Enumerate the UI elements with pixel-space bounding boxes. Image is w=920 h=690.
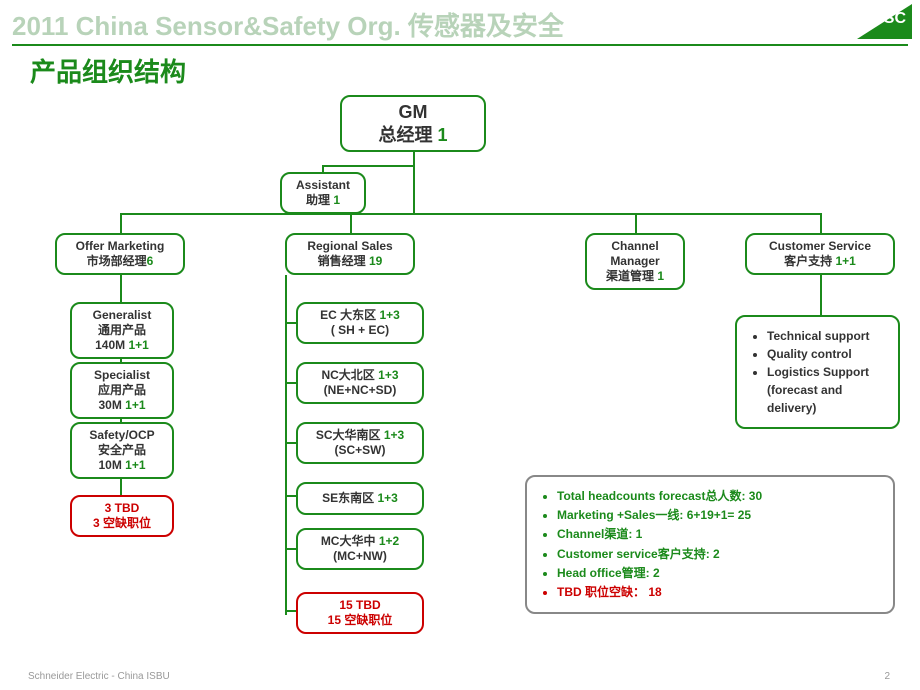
summary-box: Total headcounts forecast总人数: 30 Marketi… <box>525 475 895 614</box>
cs-l2: 客户支持 <box>784 254 832 268</box>
footer-text: Schneider Electric - China ISBU <box>28 671 170 682</box>
ec-cnt: 1+3 <box>380 308 400 322</box>
node-sc: SC大华南区 1+3 (SC+SW) <box>296 422 424 464</box>
cs-detail-box: Technical support Quality control Logist… <box>735 315 900 429</box>
gm-l2: 总经理 <box>378 125 432 145</box>
spec-l3: 30M <box>98 398 121 412</box>
safe-l2: 安全产品 <box>78 443 166 458</box>
ec-l1: EC 大东区 <box>320 308 376 322</box>
node-generalist: Generalist 通用产品 140M 1+1 <box>70 302 174 359</box>
asst-cnt: 1 <box>333 193 340 207</box>
spec-l2: 应用产品 <box>78 383 166 398</box>
om-l2: 市场部经理 <box>87 254 147 268</box>
node-customer-service: Customer Service 客户支持 1+1 <box>745 233 895 275</box>
sum-i5: Head office管理: 2 <box>557 564 879 583</box>
cm-l2: Manager <box>593 254 677 269</box>
node-ec: EC 大东区 1+3 ( SH + EC) <box>296 302 424 344</box>
node-nc: NC大北区 1+3 (NE+NC+SD) <box>296 362 424 404</box>
nc-cnt: 1+3 <box>378 368 398 382</box>
cs-item-2: Quality control <box>767 345 884 363</box>
mc-l2: (MC+NW) <box>304 549 416 564</box>
om-l1: Offer Marketing <box>63 239 177 254</box>
node-safety: Safety/OCP 安全产品 10M 1+1 <box>70 422 174 479</box>
sc-cnt: 1+3 <box>384 428 404 442</box>
omtbd-l2: 3 空缺职位 <box>78 516 166 531</box>
node-regional-sales: Regional Sales 销售经理 19 <box>285 233 415 275</box>
node-rs-tbd: 15 TBD 15 空缺职位 <box>296 592 424 634</box>
node-mc: MC大华中 1+2 (MC+NW) <box>296 528 424 570</box>
asst-l2: 助理 <box>306 193 330 207</box>
connector <box>820 213 822 233</box>
sum-i2: Marketing +Sales一线: 6+19+1= 25 <box>557 506 879 525</box>
cm-l1: Channel <box>593 239 677 254</box>
node-channel-mgr: Channel Manager 渠道管理 1 <box>585 233 685 290</box>
node-gm: GM 总经理 1 <box>340 95 486 152</box>
rs-cnt: 19 <box>369 254 382 268</box>
title-en: 2011 China Sensor&Safety Org. 传感器及安全 <box>12 11 564 41</box>
spec-l1: Specialist <box>78 368 166 383</box>
rs-l2: 销售经理 <box>318 254 366 268</box>
node-om-tbd: 3 TBD 3 空缺职位 <box>70 495 174 537</box>
gen-l3: 140M <box>95 338 125 352</box>
nc-l2: (NE+NC+SD) <box>304 383 416 398</box>
node-offer-marketing: Offer Marketing 市场部经理6 <box>55 233 185 275</box>
nc-l1: NC大北区 <box>321 368 374 382</box>
mc-l1: MC大华中 <box>321 534 376 548</box>
rstbd-l2: 15 空缺职位 <box>304 613 416 628</box>
rs-l1: Regional Sales <box>293 239 407 254</box>
safe-l1: Safety/OCP <box>78 428 166 443</box>
cm-l3: 渠道管理 <box>606 269 654 283</box>
cs-cnt: 1+1 <box>836 254 856 268</box>
header-rule <box>12 44 908 46</box>
cs-item-3: Logistics Support (forecast and delivery… <box>767 363 884 417</box>
connector <box>120 213 820 215</box>
cm-cnt: 1 <box>657 269 664 283</box>
cs-l1: Customer Service <box>753 239 887 254</box>
cs-item-1: Technical support <box>767 327 884 345</box>
node-assistant: Assistant 助理 1 <box>280 172 366 214</box>
spec-cnt: 1+1 <box>125 398 145 412</box>
gm-l1: GM <box>399 102 428 122</box>
gen-l2: 通用产品 <box>78 323 166 338</box>
connector <box>820 275 822 315</box>
sc-l1: SC大华南区 <box>316 428 381 442</box>
connector <box>120 213 122 233</box>
se-cnt: 1+3 <box>378 491 398 505</box>
sum-i4: Customer service客户支持: 2 <box>557 545 879 564</box>
gm-cnt: 1 <box>438 125 448 145</box>
sum-i1: Total headcounts forecast总人数: 30 <box>557 487 879 506</box>
rstbd-l1: 15 TBD <box>304 598 416 613</box>
sum-i6: TBD 职位空缺： 18 <box>557 583 879 602</box>
mc-cnt: 1+2 <box>379 534 399 548</box>
asst-l1: Assistant <box>288 178 358 193</box>
node-se: SE东南区 1+3 <box>296 482 424 515</box>
connector <box>635 213 637 233</box>
connector <box>350 213 352 233</box>
ec-l2: ( SH + EC) <box>304 323 416 338</box>
safe-l3: 10M <box>98 458 121 472</box>
se-l1: SE东南区 <box>322 491 374 505</box>
title-cn: 产品组织结构 <box>30 52 186 89</box>
connector <box>285 275 287 615</box>
om-cnt: 6 <box>147 254 154 268</box>
node-specialist: Specialist 应用产品 30M 1+1 <box>70 362 174 419</box>
safe-cnt: 1+1 <box>125 458 145 472</box>
sc-l2: (SC+SW) <box>304 443 416 458</box>
connector <box>322 165 415 167</box>
header: 2011 China Sensor&Safety Org. 传感器及安全 <box>12 6 908 46</box>
page-number: 2 <box>884 671 890 682</box>
badge-text: SC <box>884 10 906 28</box>
omtbd-l1: 3 TBD <box>78 501 166 516</box>
gen-l1: Generalist <box>78 308 166 323</box>
connector <box>413 165 415 213</box>
sum-i3: Channel渠道: 1 <box>557 525 879 544</box>
gen-cnt: 1+1 <box>129 338 149 352</box>
